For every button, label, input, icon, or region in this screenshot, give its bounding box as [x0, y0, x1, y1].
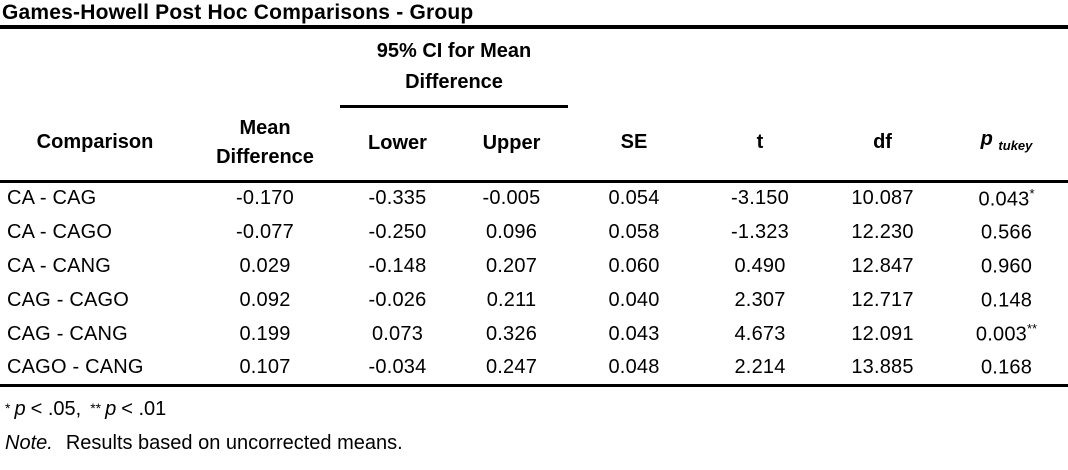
p-symbol: p — [980, 128, 993, 151]
threshold-05: < .05, — [30, 397, 82, 420]
cell-t: -3.150 — [731, 187, 789, 210]
cell-se: 0.058 — [608, 220, 660, 243]
cell-mean-difference: -0.077 — [236, 220, 294, 243]
column-header-p-tukey: p tukey — [945, 106, 1068, 183]
p-value: 0.960 — [980, 255, 1033, 278]
table-title: Games-Howell Post Hoc Comparisons - Grou… — [2, 1, 474, 24]
mean-difference-header-line1: Mean — [239, 116, 291, 139]
p-subscript: tukey — [998, 138, 1033, 154]
p-value: 0.566 — [980, 221, 1033, 244]
table-row: CAG - CAGO 0.092 -0.026 0.211 0.040 2.30… — [0, 283, 1068, 317]
ci-spanner-line2: Difference — [405, 70, 503, 93]
cell-p: 0.168 — [945, 351, 1068, 387]
column-header-df: df — [820, 106, 946, 183]
cell-comparison: CA - CAGO — [7, 220, 113, 243]
cell-upper: 0.096 — [485, 220, 538, 243]
cell-df: 12.717 — [851, 288, 914, 311]
note-text: Results based on uncorrected means. — [65, 431, 403, 454]
cell-p: 0.043* — [945, 181, 1068, 215]
cell-lower: -0.250 — [368, 220, 427, 243]
cell-p: 0.148 — [945, 283, 1068, 317]
cell-comparison: CA - CANG — [7, 254, 112, 277]
cell-p: 0.960 — [945, 249, 1068, 283]
cell-mean-difference: 0.199 — [239, 322, 291, 345]
mean-difference-header-line2: Difference — [216, 145, 314, 168]
games-howell-table: 95% CI for Mean Difference Comparison Me… — [0, 29, 1068, 387]
cell-lower: 0.073 — [371, 322, 424, 345]
cell-t: 2.214 — [700, 351, 821, 387]
column-header-mean-difference: Mean Difference — [190, 106, 340, 183]
p-symbol: p — [14, 397, 26, 420]
significance-flag: ** — [1026, 321, 1038, 337]
column-header-comparison: Comparison — [0, 106, 190, 183]
cell-se: 0.060 — [608, 254, 660, 277]
cell-se: 0.048 — [568, 351, 701, 387]
cell-se: 0.054 — [608, 187, 660, 210]
note-label: Note. — [5, 431, 53, 454]
significance-note: * p < .05, ** p < .01 — [5, 396, 1068, 422]
cell-df: 12.230 — [851, 220, 914, 243]
cell-p: 0.003** — [945, 317, 1068, 351]
p-symbol: p — [105, 397, 117, 420]
p-value: 0.043 — [978, 188, 1030, 211]
cell-t: -1.323 — [731, 220, 789, 243]
column-header-t: t — [700, 106, 821, 183]
table-row: CA - CANG 0.029 -0.148 0.207 0.060 0.490… — [0, 249, 1068, 283]
cell-df: 13.885 — [820, 351, 946, 387]
cell-lower: -0.148 — [368, 254, 427, 277]
cell-mean-difference: 0.107 — [190, 351, 340, 387]
significance-flag: * — [1029, 185, 1035, 201]
spanner-empty-cell — [568, 29, 1068, 106]
ci-spanner-cell: 95% CI for Mean Difference — [340, 29, 569, 108]
ci-spanner-row: 95% CI for Mean Difference — [0, 29, 1068, 108]
cell-se: 0.043 — [608, 322, 660, 345]
cell-comparison: CAG - CAGO — [7, 288, 130, 311]
spanner-empty-cell — [0, 29, 340, 106]
cell-upper: 0.247 — [455, 351, 569, 387]
general-note: Note. Results based on uncorrected means. — [5, 430, 1068, 456]
cell-df: 12.847 — [851, 254, 914, 277]
cell-upper: 0.326 — [485, 322, 538, 345]
cell-p: 0.566 — [945, 215, 1068, 249]
cell-upper: 0.207 — [485, 254, 538, 277]
column-header-se: SE — [568, 106, 701, 183]
cell-t: 2.307 — [734, 288, 786, 311]
double-star: ** — [90, 399, 102, 416]
cell-mean-difference: 0.092 — [239, 288, 291, 311]
cell-df: 10.087 — [851, 187, 914, 210]
cell-upper: 0.211 — [486, 288, 537, 311]
column-header-row: Comparison Mean Difference Lower Upper S… — [0, 106, 1068, 183]
cell-lower: -0.034 — [340, 351, 455, 387]
cell-mean-difference: -0.170 — [236, 187, 294, 210]
column-header-upper: Upper — [455, 106, 569, 183]
table-footnotes: * p < .05, ** p < .01 Note. Results based on u… — [0, 396, 1068, 456]
table-row: CAGO - CANG 0.107 -0.034 0.247 0.048 2.2… — [0, 351, 1068, 387]
single-star: * — [5, 399, 11, 416]
cell-comparison: CAG - CANG — [7, 322, 128, 345]
ci-spanner-line1: 95% CI for Mean — [376, 39, 532, 62]
table-row: CAG - CANG 0.199 0.073 0.326 0.043 4.673… — [0, 317, 1068, 351]
p-value: 0.148 — [980, 289, 1033, 312]
cell-mean-difference: 0.029 — [239, 254, 291, 277]
cell-comparison: CAGO - CANG — [0, 351, 190, 387]
cell-lower: -0.335 — [368, 187, 427, 210]
title-rule — [0, 25, 1068, 29]
cell-se: 0.040 — [608, 288, 660, 311]
column-header-lower: Lower — [340, 106, 455, 183]
threshold-01: < .01 — [121, 397, 167, 420]
cell-upper: -0.005 — [482, 187, 541, 210]
cell-t: 0.490 — [734, 254, 786, 277]
table-row: CA - CAGO -0.077 -0.250 0.096 0.058 -1.3… — [0, 215, 1068, 249]
cell-comparison: CA - CAG — [7, 187, 97, 210]
p-value: 0.003 — [975, 323, 1027, 346]
p-value: 0.168 — [980, 357, 1033, 380]
cell-df: 12.091 — [851, 322, 914, 345]
table-row: CA - CAG -0.170 -0.335 -0.005 0.054 -3.1… — [0, 181, 1068, 215]
cell-t: 4.673 — [734, 322, 786, 345]
cell-lower: -0.026 — [368, 288, 427, 311]
